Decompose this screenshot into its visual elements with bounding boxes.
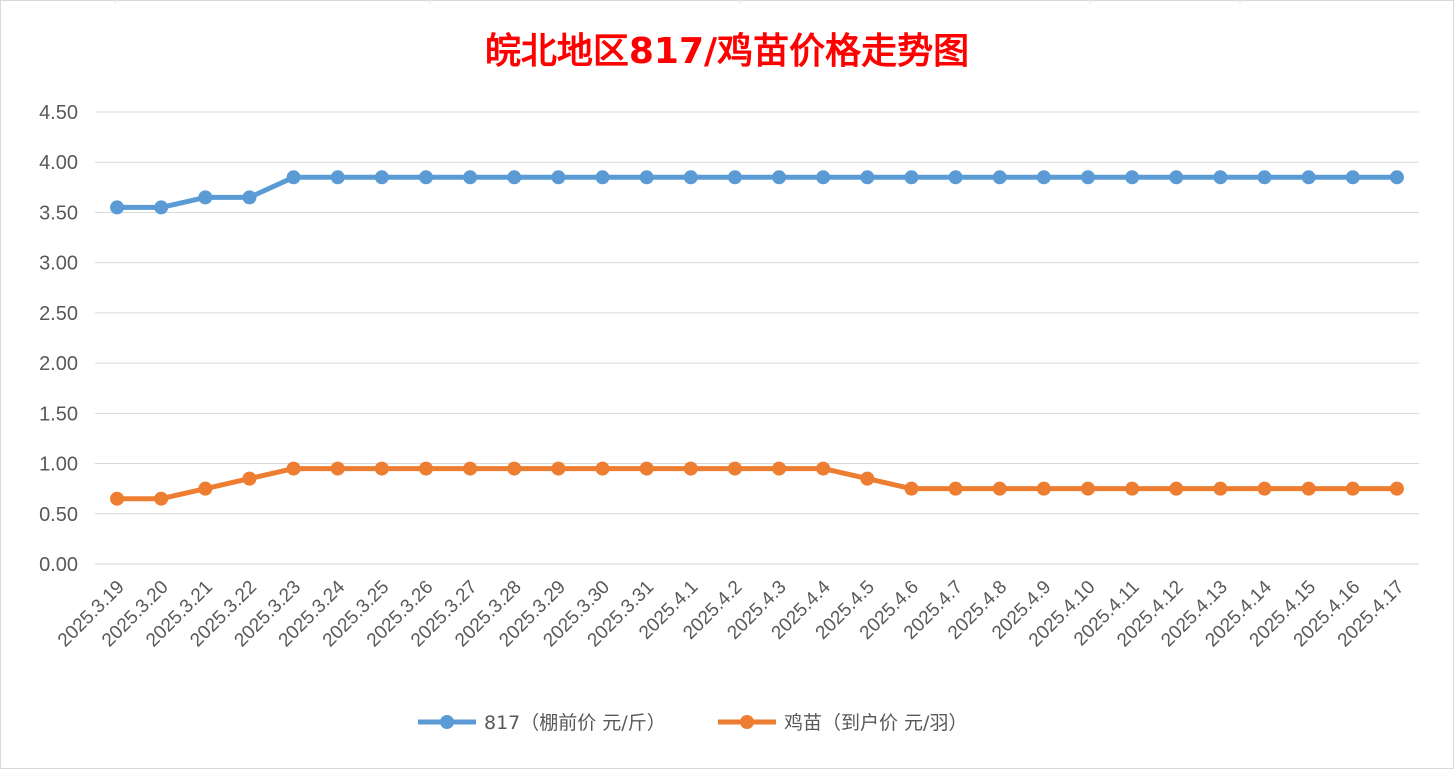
data-point — [507, 170, 522, 185]
legend-marker — [740, 715, 754, 729]
data-point — [110, 200, 125, 215]
data-point — [1036, 481, 1051, 496]
data-point — [1301, 170, 1316, 185]
data-point — [1257, 481, 1272, 496]
data-point — [1213, 170, 1228, 185]
data-point — [904, 170, 919, 185]
legend-label: 817（棚前价 元/斤） — [484, 712, 666, 734]
data-point — [904, 481, 919, 496]
legend-item: 817（棚前价 元/斤） — [418, 712, 666, 734]
data-point — [683, 461, 698, 476]
data-point — [1301, 481, 1316, 496]
series-line — [114, 174, 1400, 210]
y-tick-label: 4.50 — [39, 102, 78, 124]
y-tick-label: 2.00 — [39, 353, 78, 375]
data-point — [419, 170, 433, 185]
data-point — [727, 170, 742, 185]
data-point — [772, 461, 787, 476]
data-point — [419, 461, 433, 476]
y-axis-ticks: 0.00 0.50 1.00 1.50 2.00 2.50 3.00 3.50 4.00 4.50 — [39, 102, 78, 576]
data-point — [992, 170, 1007, 185]
y-tick-label: 1.00 — [39, 454, 78, 476]
chart-title: 皖北地区817/鸡苗价格走势图 — [484, 31, 970, 72]
data-point — [1345, 170, 1360, 185]
data-point — [374, 461, 389, 476]
data-point — [816, 170, 831, 185]
data-point — [639, 170, 654, 185]
data-point — [1169, 481, 1184, 496]
y-tick-label: 4.00 — [39, 152, 78, 174]
series-line — [114, 466, 1400, 502]
data-point — [860, 471, 875, 486]
data-point — [463, 170, 478, 185]
data-point — [1036, 170, 1051, 185]
data-point — [154, 491, 169, 506]
data-point — [330, 170, 345, 185]
data-point — [1389, 170, 1404, 185]
data-point — [948, 170, 963, 185]
data-point — [639, 461, 654, 476]
legend: 817（棚前价 元/斤） 鸡苗（到户价 元/羽） — [418, 712, 967, 734]
data-point — [198, 190, 213, 205]
data-point — [1081, 481, 1095, 496]
data-point — [198, 481, 213, 496]
data-point — [683, 170, 698, 185]
data-point — [507, 461, 522, 476]
data-point — [860, 170, 875, 185]
data-point — [1389, 481, 1404, 496]
data-point — [1169, 170, 1184, 185]
data-point — [816, 461, 831, 476]
data-point — [948, 481, 963, 496]
data-point — [463, 461, 478, 476]
data-point — [1125, 481, 1140, 496]
data-point — [242, 190, 257, 205]
y-tick-label: 3.00 — [39, 253, 78, 275]
y-tick-label: 0.50 — [39, 504, 78, 526]
legend-label: 鸡苗（到户价 元/羽） — [784, 712, 967, 734]
data-point — [1257, 170, 1272, 185]
y-tick-label: 2.50 — [39, 303, 78, 325]
data-point — [992, 481, 1007, 496]
data-point — [242, 471, 257, 486]
series-1 — [110, 170, 1404, 215]
data-point — [1345, 481, 1360, 496]
series-layer — [110, 170, 1404, 506]
data-point — [551, 170, 566, 185]
legend-item: 鸡苗（到户价 元/羽） — [718, 712, 967, 734]
series-2 — [110, 461, 1404, 506]
data-point — [1125, 170, 1140, 185]
data-point — [1081, 170, 1095, 185]
gridlines — [95, 111, 1419, 565]
y-tick-label: 1.50 — [39, 403, 78, 425]
data-point — [154, 200, 169, 215]
data-point — [551, 461, 566, 476]
data-point — [110, 491, 125, 506]
data-point — [772, 170, 787, 185]
data-point — [286, 461, 301, 476]
data-point — [1213, 481, 1228, 496]
data-point — [330, 461, 345, 476]
data-point — [595, 170, 610, 185]
data-point — [727, 461, 742, 476]
legend-marker — [440, 715, 454, 729]
data-point — [374, 170, 389, 185]
data-point — [595, 461, 610, 476]
y-tick-label: 0.00 — [39, 554, 78, 576]
y-tick-label: 3.50 — [39, 202, 78, 224]
x-axis-ticks: 2025.3.192025.3.202025.3.212025.3.222025… — [54, 576, 1408, 651]
data-point — [286, 170, 301, 185]
